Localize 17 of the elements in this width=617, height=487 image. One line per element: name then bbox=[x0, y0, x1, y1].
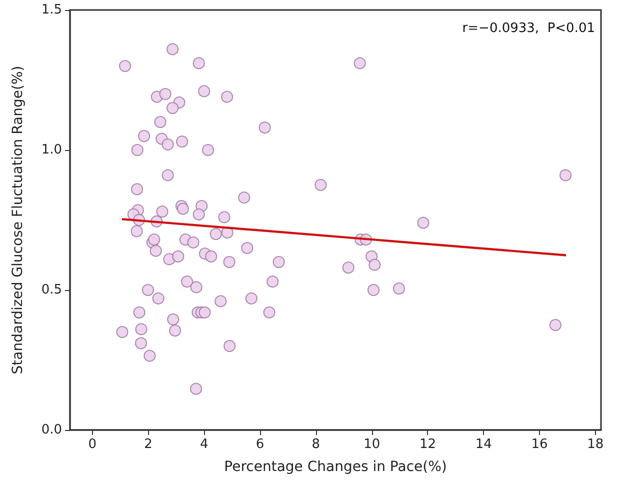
y-tick-label: 1.5 bbox=[41, 2, 62, 18]
x-tick-label: 0 bbox=[88, 437, 96, 452]
annotation: r=−0.0933, P<0.01 bbox=[462, 21, 596, 36]
x-tick-label: 8 bbox=[312, 437, 320, 452]
x-tick-label: 18 bbox=[587, 437, 604, 452]
y-tick-label: 0.0 bbox=[41, 422, 62, 438]
x-tick-label: 16 bbox=[531, 437, 548, 452]
y-tick-label: 0.5 bbox=[41, 282, 62, 298]
x-tick-label: 6 bbox=[256, 437, 264, 452]
x-tick-label: 4 bbox=[200, 437, 208, 452]
x-tick-label: 14 bbox=[475, 437, 492, 452]
y-tick-label: 1.0 bbox=[41, 142, 62, 158]
x-axis-title: Percentage Changes in Pace(%) bbox=[224, 459, 447, 475]
x-tick-label: 2 bbox=[144, 437, 152, 452]
x-tick-label: 10 bbox=[364, 437, 380, 452]
y-axis-title: Standardized Glucose Fluctuation Range(%) bbox=[10, 66, 26, 374]
x-tick-label: 12 bbox=[419, 437, 436, 452]
